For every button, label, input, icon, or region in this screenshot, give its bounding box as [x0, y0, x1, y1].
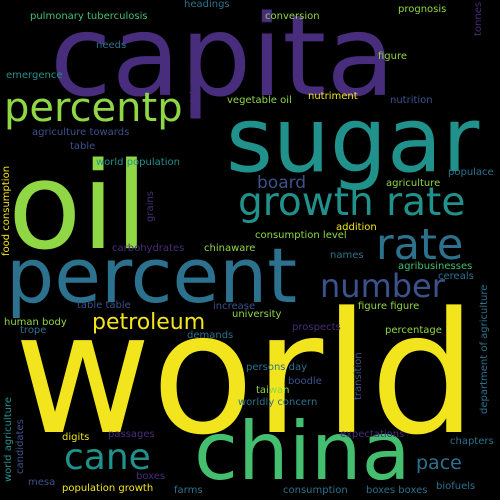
word-china: china [194, 405, 411, 498]
word-figure-top: figure [378, 51, 408, 62]
word-agribusinesses: agribusinesses [398, 261, 473, 272]
word-population-growth: population growth [62, 483, 154, 494]
word-digits: digits [62, 432, 90, 443]
word-sugar: sugar [226, 88, 480, 193]
word-taiwan: taiwan [256, 385, 290, 396]
word-consumption-level: consumption level [255, 230, 347, 241]
word-agriculture: agriculture [386, 178, 441, 189]
word-university: university [232, 309, 282, 320]
word-tonnes: tonnes [473, 1, 484, 36]
word-candidates: candidates [15, 419, 26, 474]
word-biofuels: biofuels [436, 481, 476, 492]
word-addition: addition [336, 222, 377, 233]
word-capita: capita [50, 0, 395, 122]
word-headings: headings [184, 0, 230, 10]
word-world: world [14, 276, 477, 472]
word-chapters: chapters [450, 436, 494, 447]
word-worldly-concern: worldly concern [238, 397, 318, 408]
word-number: number [320, 267, 445, 305]
word-boxes: boxes [136, 471, 166, 482]
word-agriculture-towards: agriculture towards [32, 127, 130, 138]
word-percentp: percentp [4, 85, 183, 131]
word-demands: demands [187, 330, 234, 341]
word-table-table: table table [77, 300, 131, 311]
word-percentage: percentage [385, 325, 442, 336]
word-pace: pace [416, 452, 462, 474]
word-boxes-boxes: boxes boxes [366, 485, 428, 496]
word-cereals: cereals [438, 271, 474, 282]
word-boodle: boodle [288, 376, 322, 387]
word-table: table [70, 141, 96, 152]
word-chinaware: chinaware [204, 243, 256, 254]
word-nutrition: nutrition [390, 95, 433, 106]
word-nutriment: nutriment [308, 91, 358, 102]
word-expectations: expectations [340, 429, 405, 440]
word-grains: grains [145, 191, 156, 222]
word-needs: needs [96, 40, 127, 51]
word-mesa: mesa [28, 477, 56, 488]
word-percent: percent [6, 231, 298, 320]
word-passages: passages [108, 429, 155, 440]
word-names: names [330, 250, 364, 261]
word-board: board [257, 173, 307, 193]
word-oil: oil [8, 138, 149, 277]
word-populace: populace [448, 167, 494, 178]
word-cane: cane [64, 437, 151, 478]
word-consumption: consumption [283, 485, 348, 496]
word-transition: transition [353, 352, 364, 400]
word-vegetable-oil: vegetable oil [227, 95, 292, 106]
word-human-body: human body [4, 317, 67, 328]
word-prognosis: prognosis [398, 4, 447, 15]
word-petroleum: petroleum [92, 310, 206, 335]
word-world-agriculture: world agriculture [3, 397, 14, 482]
word-rate: rate [376, 220, 464, 270]
word-food-consumption: food consumption [1, 165, 12, 256]
word-carbohydrates: carbohydrates [112, 243, 185, 254]
word-growth-rate: growth rate [238, 180, 466, 225]
word-prospects: prospects [292, 322, 341, 333]
word-world-population: world population [96, 157, 180, 168]
word-department-of-agriculture: department of agriculture [479, 284, 490, 414]
word-conversion: conversion [265, 11, 320, 22]
word-metric-ton: metric ton [189, 66, 200, 118]
word-persons-day: persons day [246, 362, 308, 373]
word-figure-figure: figure figure [358, 301, 420, 312]
word-increase: increase [213, 301, 256, 312]
word-emergence: emergence [6, 70, 63, 81]
word-pulmonary-tuberculosis: pulmonary tuberculosis [30, 11, 148, 22]
word-trope: trope [20, 325, 47, 336]
word-farms: farms [174, 485, 203, 496]
